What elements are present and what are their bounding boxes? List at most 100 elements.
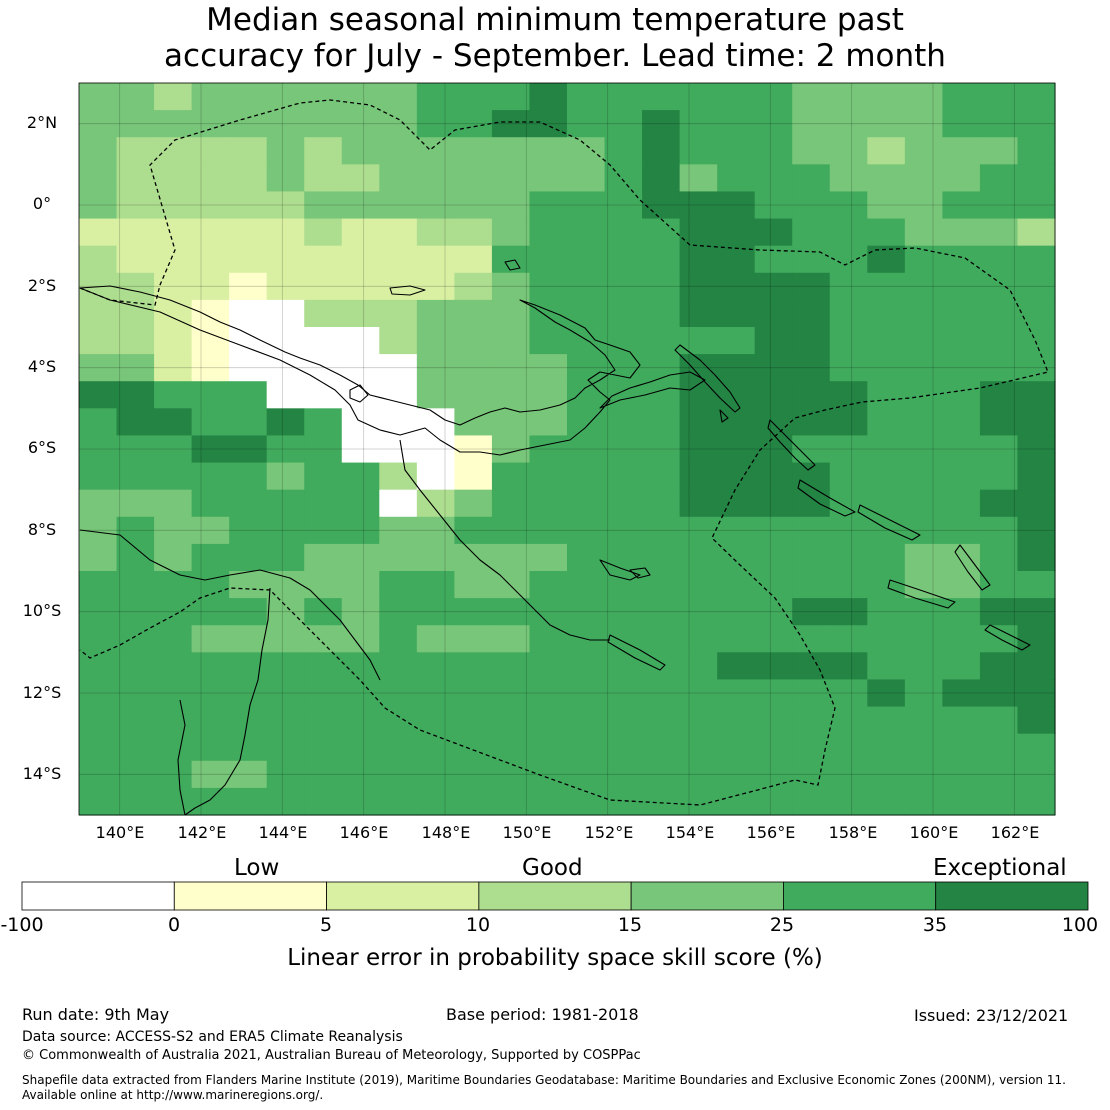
grid-cell bbox=[454, 760, 493, 789]
grid-cell bbox=[154, 137, 193, 165]
grid-cell bbox=[904, 543, 943, 572]
grid-cell bbox=[416, 598, 455, 626]
grid-cell bbox=[154, 733, 193, 762]
grid-cell bbox=[416, 435, 455, 464]
colorbar-tick-25: 25 bbox=[769, 914, 795, 936]
grid-cell bbox=[229, 299, 268, 328]
colorbar bbox=[21, 881, 1089, 911]
grid-cell bbox=[717, 706, 756, 735]
grid-cell bbox=[792, 218, 831, 247]
small-island-1 bbox=[504, 259, 521, 271]
grid-cell bbox=[829, 462, 868, 491]
grid-cell bbox=[717, 299, 756, 328]
grid-cell bbox=[679, 489, 718, 518]
grid-cell bbox=[642, 218, 681, 247]
grid-cell bbox=[567, 435, 606, 464]
grid-cell bbox=[529, 733, 568, 762]
grid-cell bbox=[792, 110, 831, 138]
grid-cell bbox=[266, 516, 305, 545]
grid-cell bbox=[717, 327, 756, 355]
grid-cell bbox=[529, 327, 568, 355]
grid-cell bbox=[717, 272, 756, 301]
grid-cell bbox=[567, 191, 606, 220]
grid-cell bbox=[642, 462, 681, 491]
grid-cell bbox=[416, 787, 455, 816]
grid-cell bbox=[304, 543, 343, 572]
grid-cell bbox=[266, 706, 305, 735]
grid-cell bbox=[829, 299, 868, 328]
grid-cell bbox=[717, 787, 756, 816]
grid-cell bbox=[942, 760, 981, 789]
milne-bay-islands bbox=[599, 559, 641, 581]
grid-cell bbox=[529, 489, 568, 518]
new-guinea-coastline bbox=[79, 285, 641, 456]
grid-cell bbox=[454, 787, 493, 816]
grid-cell bbox=[867, 462, 906, 491]
grid-cell bbox=[116, 516, 155, 545]
grid-cell bbox=[341, 652, 380, 681]
grid-cell bbox=[379, 516, 418, 545]
grid-cell bbox=[904, 706, 943, 735]
lat-label-10s: 10°S bbox=[22, 601, 62, 620]
colorbar-segment bbox=[21, 881, 175, 911]
grid-cell bbox=[491, 299, 531, 328]
grid-cell bbox=[829, 354, 868, 382]
grid-cell bbox=[904, 272, 943, 301]
grid-cell bbox=[979, 272, 1019, 301]
grid-cell bbox=[604, 218, 643, 247]
grid-cell bbox=[416, 462, 455, 491]
grid-cell bbox=[867, 706, 906, 735]
grid-cell bbox=[867, 571, 906, 599]
colorbar-tick-0: 0 bbox=[167, 914, 181, 936]
grid-cell bbox=[754, 164, 793, 193]
grid-cell bbox=[829, 516, 868, 545]
grid-cell bbox=[229, 435, 268, 464]
grid-cell bbox=[304, 191, 343, 220]
grid-cell bbox=[379, 354, 418, 382]
grid-cell bbox=[379, 733, 418, 762]
grid-cell bbox=[116, 489, 155, 518]
grid-cell bbox=[792, 516, 831, 545]
grid-cell bbox=[1017, 679, 1056, 708]
grid-cell bbox=[679, 760, 718, 789]
grid-cell bbox=[79, 706, 118, 735]
grid-cell bbox=[266, 164, 305, 193]
grid-cell bbox=[679, 327, 718, 355]
grid-cell bbox=[792, 299, 831, 328]
grid-cell bbox=[266, 327, 305, 355]
grid-cell bbox=[942, 83, 981, 111]
grid-cell bbox=[754, 299, 793, 328]
grid-cell bbox=[792, 354, 831, 382]
grid-cell bbox=[904, 435, 943, 464]
shapefile-credit-1: Shapefile data extracted from Flanders M… bbox=[22, 1073, 1066, 1087]
grid-cell bbox=[116, 408, 155, 437]
grid-cell bbox=[529, 652, 568, 681]
grid-cell bbox=[154, 327, 193, 355]
grid-cell bbox=[904, 110, 943, 138]
grid-cell bbox=[416, 137, 455, 165]
grid-cell bbox=[191, 83, 230, 111]
lon-label-158e: 158°E bbox=[828, 823, 878, 842]
grid-cell bbox=[191, 598, 230, 626]
grid-cell bbox=[341, 435, 380, 464]
grid-cell bbox=[529, 110, 568, 138]
grid-cell bbox=[979, 733, 1019, 762]
grid-cell bbox=[266, 83, 305, 111]
grid-cell bbox=[867, 787, 906, 816]
colorbar-tick-35: 35 bbox=[922, 914, 948, 936]
grid-cell bbox=[829, 598, 868, 626]
grid-cell bbox=[529, 381, 568, 409]
grid-cell bbox=[867, 598, 906, 626]
grid-cell bbox=[679, 299, 718, 328]
grid-cell bbox=[979, 299, 1019, 328]
grid-cell bbox=[229, 571, 268, 599]
lon-label-146e: 146°E bbox=[339, 823, 389, 842]
grid-cell bbox=[191, 625, 230, 653]
lon-label-148e: 148°E bbox=[421, 823, 471, 842]
grid-cell bbox=[491, 354, 531, 382]
grid-cell bbox=[116, 706, 155, 735]
grid-cell bbox=[904, 299, 943, 328]
grid-cell bbox=[942, 706, 981, 735]
grid-cell bbox=[304, 787, 343, 816]
grid-cell bbox=[229, 489, 268, 518]
